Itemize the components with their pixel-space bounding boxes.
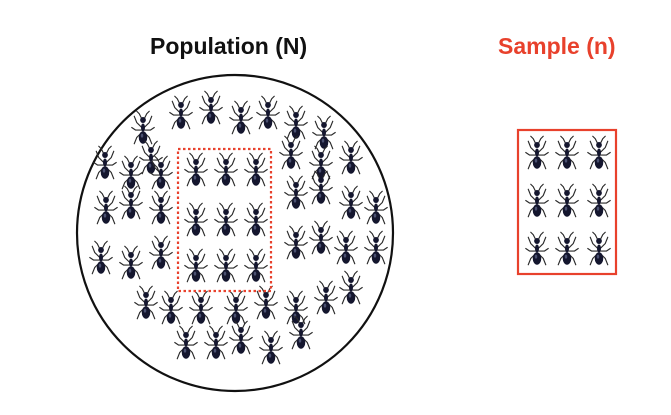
sample-selection-box [176, 147, 273, 293]
population-circle [75, 73, 395, 393]
sample-title: Sample (n) [498, 33, 616, 59]
population-title: Population (N) [150, 33, 308, 59]
